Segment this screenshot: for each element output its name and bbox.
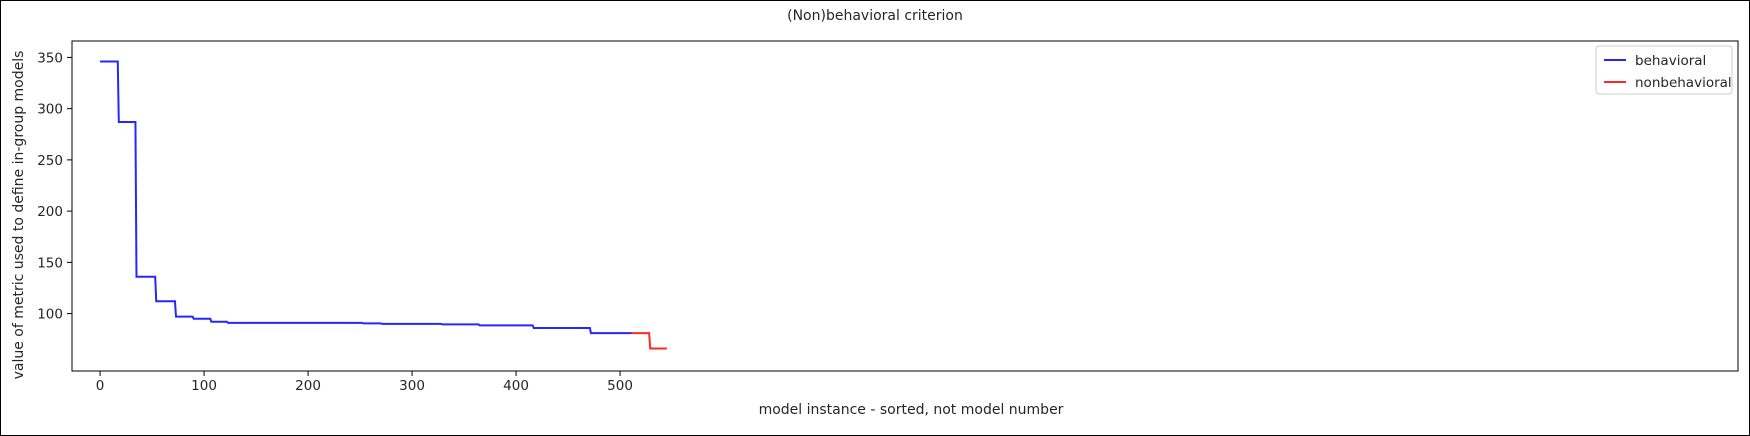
axes-frame (71, 40, 1739, 372)
x-tick-label: 0 (96, 378, 105, 394)
chart-title: (Non)behavioral criterion (787, 8, 963, 24)
y-tick-label: 250 (37, 153, 63, 169)
y-tick-label: 200 (37, 204, 63, 220)
y-tick-label: 350 (37, 50, 63, 66)
plot-area: 0 100 200 300 400 500 100 150 200 250 300 350 (37, 40, 1739, 394)
x-tick-label: 300 (399, 378, 425, 394)
x-axis-label: model instance - sorted, not model numbe… (759, 402, 1064, 418)
series-line-nonbehavioral (631, 332, 667, 350)
x-tick-label: 500 (607, 378, 633, 394)
legend: behavioral nonbehavioral (1595, 45, 1733, 95)
y-tick-label: 100 (37, 307, 63, 323)
series-line-behavioral (100, 60, 632, 335)
y-axis-label: value of metric used to define in-group … (11, 51, 27, 380)
legend-label-behavioral: behavioral (1635, 53, 1706, 69)
x-tick-label: 400 (503, 378, 529, 394)
legend-box (1595, 45, 1733, 95)
y-tick-label: 150 (37, 255, 63, 271)
legend-label-nonbehavioral: nonbehavioral (1635, 75, 1732, 91)
y-tick-label: 300 (37, 102, 63, 118)
x-tick-label: 100 (191, 378, 217, 394)
x-tick-label: 200 (295, 378, 321, 394)
